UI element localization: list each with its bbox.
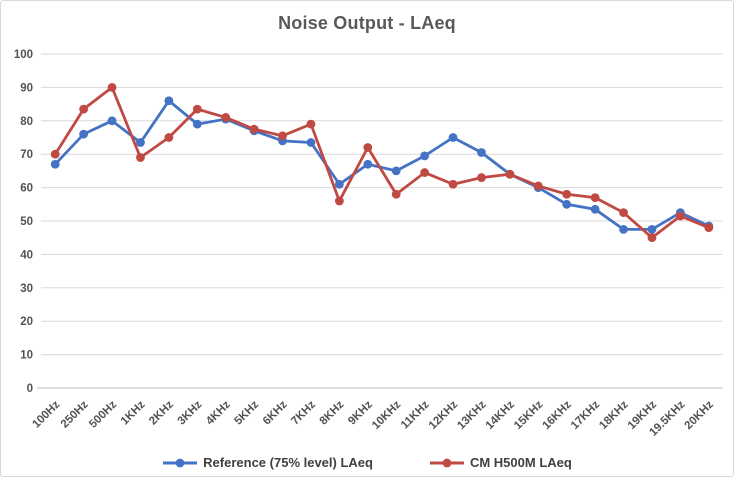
- data-point: [647, 233, 657, 243]
- legend-label-cm-h500m: CM H500M LAeq: [469, 455, 572, 470]
- data-point: [420, 168, 430, 177]
- data-point: [221, 113, 231, 122]
- x-tick-label: 4KHz: [204, 398, 233, 427]
- data-point: [533, 181, 543, 191]
- data-point: [164, 133, 174, 142]
- data-point: [136, 153, 145, 162]
- data-point: [306, 138, 316, 147]
- data-point: [107, 116, 117, 126]
- data-point: [334, 179, 344, 189]
- x-tick-label: 500Hz: [87, 398, 119, 430]
- data-point: [50, 159, 60, 169]
- y-tick-label: 10: [20, 350, 33, 362]
- x-tick-label: 16KHz: [540, 398, 574, 432]
- x-tick-label: 2KHz: [147, 398, 176, 427]
- y-tick-label: 80: [20, 116, 33, 128]
- series-reference: [50, 96, 714, 234]
- data-point: [164, 96, 174, 106]
- data-point: [562, 189, 572, 199]
- chart-legend: Reference (75% level) LAeq CM H500M LAeq: [1, 455, 733, 470]
- data-point: [647, 224, 657, 234]
- y-tick-label: 90: [20, 82, 33, 94]
- y-tick-label: 50: [20, 216, 33, 228]
- x-tick-label: 8KHz: [318, 398, 347, 427]
- data-point: [363, 159, 373, 169]
- data-point: [391, 189, 401, 199]
- data-point: [391, 166, 401, 176]
- data-point: [192, 104, 202, 114]
- x-tick-label: 11KHz: [399, 398, 432, 431]
- x-tick-label: 20KHz: [683, 398, 717, 432]
- y-tick-label: 30: [20, 283, 33, 295]
- y-tick-label: 100: [14, 49, 33, 61]
- x-tick-label: 14KHz: [484, 398, 518, 432]
- x-tick-label: 5KHz: [232, 398, 261, 427]
- data-point: [704, 223, 714, 233]
- data-point: [590, 204, 600, 214]
- chart-title: Noise Output - LAeq: [278, 13, 456, 33]
- data-point: [278, 131, 287, 141]
- x-tick-label: 100Hz: [30, 398, 62, 430]
- legend-item-cm-h500m: CM H500M LAeq: [429, 455, 572, 470]
- data-point: [675, 211, 685, 221]
- data-point: [249, 124, 259, 134]
- x-tick-label: 250Hz: [59, 398, 91, 430]
- data-point: [477, 173, 486, 182]
- series-cm-h500m: [50, 83, 714, 243]
- x-tick-label: 13KHz: [455, 398, 489, 432]
- data-point: [619, 224, 628, 234]
- x-tick-label: 6KHz: [261, 398, 290, 427]
- x-tick-label: 1KHz: [119, 398, 148, 427]
- data-point: [448, 179, 458, 189]
- data-point: [136, 138, 145, 147]
- x-tick-label: 3KHz: [176, 398, 205, 427]
- data-point: [448, 133, 458, 142]
- data-point: [590, 193, 600, 203]
- data-point: [306, 119, 316, 129]
- data-point: [363, 143, 373, 152]
- legend-label-reference: Reference (75% level) LAeq: [203, 455, 373, 470]
- data-point: [79, 129, 89, 139]
- x-tick-label: 7KHz: [289, 398, 318, 427]
- data-point: [477, 148, 486, 157]
- data-point: [107, 83, 117, 92]
- data-point: [50, 149, 60, 159]
- x-tick-label: 18KHz: [597, 398, 631, 432]
- x-tick-label: 15KHz: [512, 398, 546, 432]
- y-tick-label: 0: [27, 383, 33, 395]
- legend-line-marker-icon: [429, 458, 464, 467]
- series-line: [53, 99, 711, 231]
- x-tick-label: 12KHz: [427, 398, 461, 432]
- y-tick-label: 40: [20, 249, 33, 261]
- y-tick-label: 70: [20, 149, 33, 161]
- x-tick-label: 10KHz: [370, 398, 404, 432]
- data-point: [79, 104, 89, 114]
- data-point: [562, 199, 572, 209]
- legend-item-reference: Reference (75% level) LAeq: [162, 455, 373, 470]
- series-line: [53, 86, 711, 240]
- x-tick-label: 17KHz: [569, 398, 603, 432]
- data-point: [334, 196, 344, 206]
- y-tick-label: 20: [20, 316, 33, 328]
- data-point: [192, 119, 202, 129]
- y-tick-label: 60: [20, 183, 33, 195]
- legend-line-marker-icon: [163, 458, 198, 467]
- data-point: [619, 208, 628, 218]
- data-point: [420, 151, 430, 161]
- data-point: [505, 169, 515, 179]
